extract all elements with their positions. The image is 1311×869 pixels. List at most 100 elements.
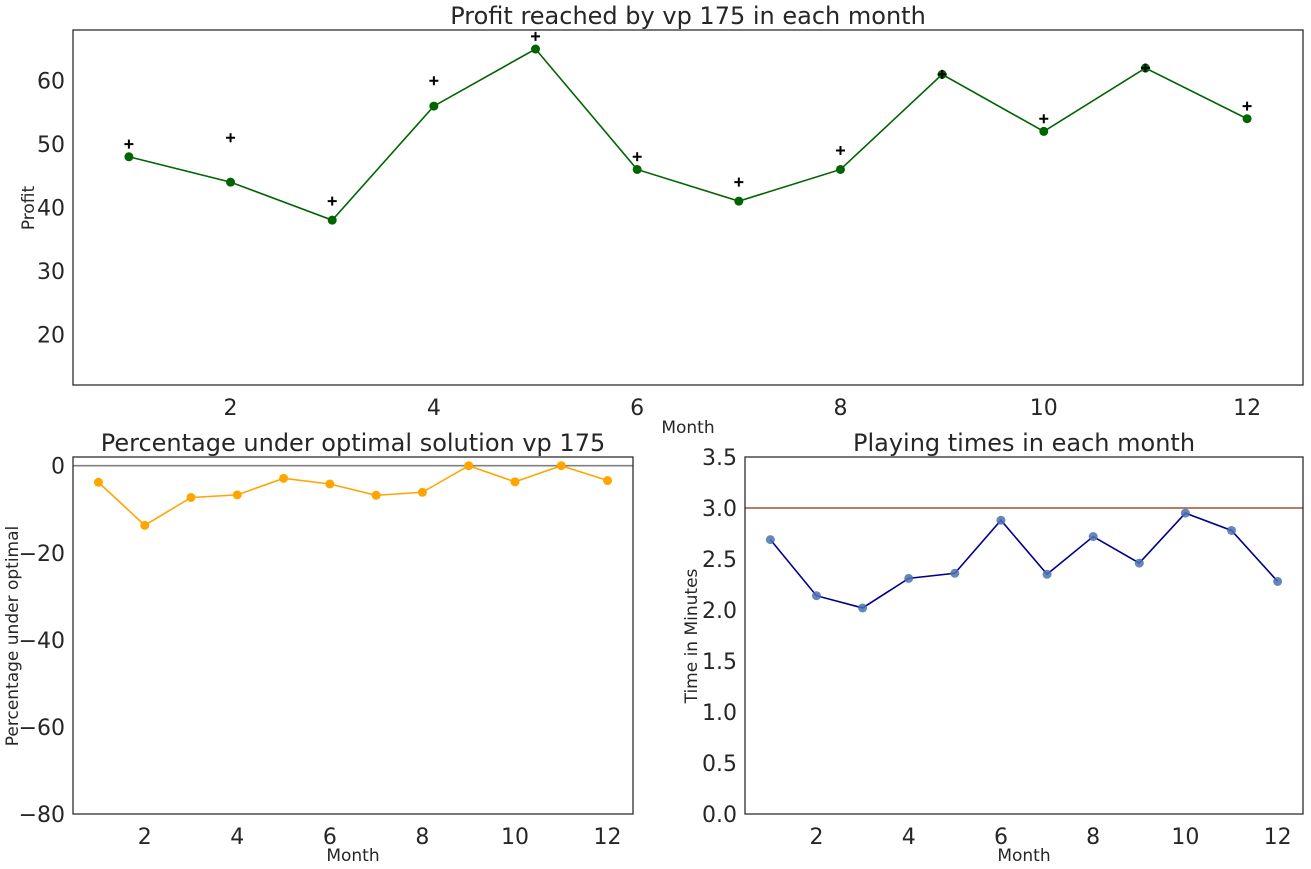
profit-optimal-point [327, 196, 337, 206]
time-ytick-label: 0.0 [702, 803, 737, 828]
profit-ytick-label: 40 [37, 197, 65, 222]
profit-optimal-point [531, 31, 541, 41]
percentage-xtick-label: 12 [594, 825, 622, 850]
profit-xtick-label: 6 [630, 396, 644, 421]
profit-chart: Profit reached by vp 175 in each month M… [19, 2, 1304, 438]
profit-xtick-label: 8 [833, 396, 847, 421]
percentage-point [186, 492, 196, 502]
percentage-chart-frame [72, 456, 634, 815]
percentage-chart: Percentage under optimal solution vp 175… [3, 429, 634, 866]
profit-point [429, 101, 439, 111]
time-point [1180, 508, 1190, 518]
percentage-series-line [97, 464, 608, 527]
profit-ytick-label: 60 [37, 70, 65, 95]
playing-times-chart: Playing times in each month Month Time i… [682, 429, 1304, 866]
percentage-point [232, 490, 242, 500]
profit-point [531, 44, 541, 54]
time-xtick-label: 12 [1264, 825, 1292, 850]
percentage-chart-title: Percentage under optimal solution vp 175 [101, 429, 605, 457]
profit-xtick-label: 12 [1233, 396, 1261, 421]
time-ytick-label: 2.0 [702, 599, 737, 624]
percentage-chart-xlabel: Month [326, 846, 379, 866]
profit-optimal-point [226, 133, 236, 143]
playing-times-chart-ylabel: Time in Minutes [682, 568, 702, 704]
playing-times-chart-frame [744, 456, 1304, 815]
time-xtick-label: 10 [1171, 825, 1199, 850]
percentage-ytick-label: −20 [19, 542, 65, 567]
time-point [1088, 532, 1098, 542]
profit-optimal-point [734, 177, 744, 187]
profit-xtick-label: 2 [224, 396, 238, 421]
time-point [858, 603, 868, 613]
percentage-ytick-label: −40 [19, 629, 65, 654]
percentage-ytick-label: 0 [51, 455, 65, 480]
percentage-point [464, 461, 474, 471]
time-point [950, 568, 960, 578]
time-point [1273, 576, 1283, 586]
percentage-point [371, 490, 381, 500]
time-xtick-label: 6 [994, 825, 1008, 850]
profit-optimal-point [1140, 63, 1150, 73]
percentage-xtick-label: 4 [230, 825, 244, 850]
time-series-line [769, 512, 1279, 609]
profit-ytick-label: 20 [37, 323, 65, 348]
playing-times-chart-xlabel: Month [997, 846, 1050, 866]
profit-point [835, 164, 845, 174]
time-ytick-label: 3.0 [702, 497, 737, 522]
time-point [996, 515, 1006, 525]
percentage-xtick-label: 6 [323, 825, 337, 850]
profit-optimal-point [937, 69, 947, 79]
time-point [765, 535, 775, 545]
time-point [811, 591, 821, 601]
time-ytick-label: 1.0 [702, 701, 737, 726]
profit-optimal-point [632, 152, 642, 162]
time-point [1042, 569, 1052, 579]
time-ytick-label: 0.5 [702, 752, 737, 777]
percentage-ytick-label: −80 [19, 803, 65, 828]
percentage-point [556, 461, 566, 471]
percentage-point [603, 476, 613, 486]
profit-chart-frame [72, 29, 1304, 386]
profit-ytick-label: 50 [37, 133, 65, 158]
percentage-point [417, 487, 427, 497]
time-ytick-label: 2.5 [702, 548, 737, 573]
time-xtick-label: 4 [902, 825, 916, 850]
percentage-xtick-label: 8 [415, 825, 429, 850]
profit-chart-ylabel: Profit [19, 185, 39, 230]
profit-chart-title: Profit reached by vp 175 in each month [450, 2, 926, 30]
profit-point [327, 215, 337, 225]
percentage-xtick-label: 2 [138, 825, 152, 850]
time-xtick-label: 2 [809, 825, 823, 850]
profit-point [734, 196, 744, 206]
playing-times-chart-title: Playing times in each month [853, 429, 1195, 457]
percentage-chart-ylabel: Percentage under optimal [3, 526, 23, 747]
profit-optimal-point [1242, 101, 1252, 111]
time-ytick-label: 3.5 [702, 446, 737, 471]
profit-point [632, 164, 642, 174]
percentage-point [325, 479, 335, 489]
profit-ytick-label: 30 [37, 260, 65, 285]
time-xtick-label: 8 [1086, 825, 1100, 850]
time-point [1227, 525, 1237, 535]
profit-point [1242, 114, 1252, 124]
profit-chart-xlabel: Month [661, 418, 714, 438]
profit-optimal-point [429, 76, 439, 86]
profit-xtick-label: 4 [427, 396, 441, 421]
percentage-point [279, 473, 289, 483]
time-point [904, 573, 914, 583]
percentage-point [140, 520, 150, 530]
percentage-point [510, 477, 520, 487]
profit-optimal-point [1039, 114, 1049, 124]
profit-optimal-point [835, 145, 845, 155]
profit-xtick-label: 10 [1030, 396, 1058, 421]
profit-point [1039, 126, 1049, 136]
time-ytick-label: 1.5 [702, 650, 737, 675]
percentage-xtick-label: 10 [501, 825, 529, 850]
percentage-ytick-label: −60 [19, 716, 65, 741]
profit-optimal-point [124, 139, 134, 149]
percentage-point [93, 477, 103, 487]
time-point [1134, 558, 1144, 568]
profit-point [124, 152, 134, 162]
profit-series-line [128, 47, 1248, 222]
